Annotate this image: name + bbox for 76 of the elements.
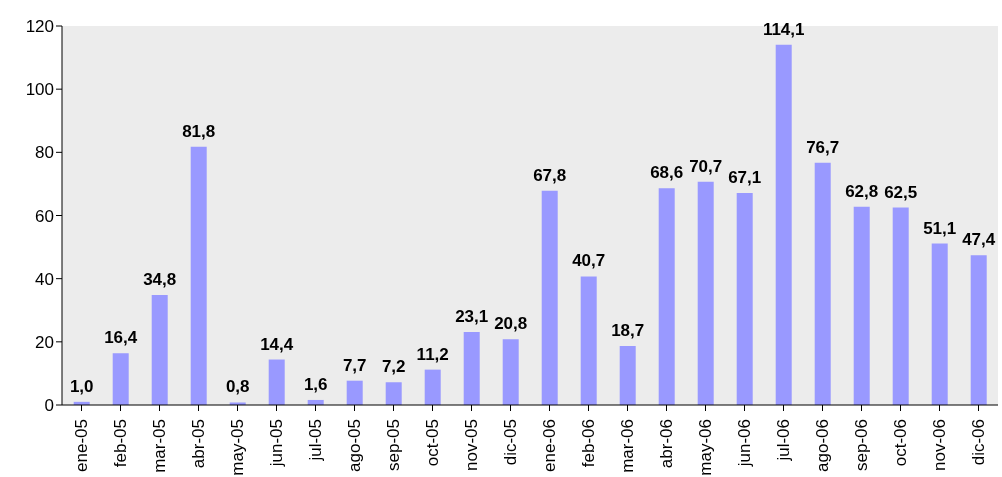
bar bbox=[268, 359, 285, 405]
bar bbox=[736, 193, 753, 405]
data-label: 40,7 bbox=[572, 251, 606, 271]
x-tick-label: jun-05 bbox=[267, 419, 286, 468]
x-tick-label: ago-05 bbox=[345, 419, 364, 472]
data-label: 7,7 bbox=[342, 355, 367, 375]
bar bbox=[853, 206, 870, 405]
bar bbox=[814, 162, 831, 405]
x-tick-label: jul-06 bbox=[774, 419, 793, 462]
x-tick-label: oct-06 bbox=[891, 419, 910, 467]
y-tick-label: 40 bbox=[35, 269, 54, 289]
bar bbox=[580, 276, 597, 405]
data-label: 7,2 bbox=[381, 357, 406, 377]
x-tick-label: oct-05 bbox=[423, 419, 442, 467]
x-tick-label: sep-06 bbox=[852, 419, 871, 471]
data-label: 51,1 bbox=[923, 218, 957, 238]
x-tick-label: may-05 bbox=[228, 419, 247, 476]
bar bbox=[346, 380, 363, 405]
bar bbox=[775, 44, 792, 405]
data-label: 47,4 bbox=[962, 230, 996, 250]
data-label: 68,6 bbox=[650, 163, 684, 183]
x-tick-label: feb-06 bbox=[579, 419, 598, 468]
data-label: 11,2 bbox=[416, 344, 449, 364]
bar bbox=[463, 332, 480, 405]
data-label: 67,1 bbox=[728, 168, 762, 188]
bar bbox=[931, 243, 948, 405]
y-tick-label: 100 bbox=[25, 80, 54, 100]
data-label: 70,7 bbox=[689, 156, 723, 176]
x-tick-label: nov-05 bbox=[462, 419, 481, 471]
x-tick-label: nov-06 bbox=[930, 419, 949, 471]
bar bbox=[619, 345, 636, 405]
x-tick-label: feb-05 bbox=[111, 419, 130, 468]
x-tick-label: jul-05 bbox=[306, 419, 325, 462]
data-label: 62,5 bbox=[884, 182, 918, 202]
x-tick-label: abr-06 bbox=[657, 419, 676, 469]
data-label: 114,1 bbox=[762, 19, 805, 39]
y-tick-label: 60 bbox=[35, 206, 54, 226]
data-label: 16,4 bbox=[104, 328, 138, 348]
x-tick-label: jun-06 bbox=[735, 419, 754, 468]
data-label: 62,8 bbox=[845, 181, 879, 201]
bar bbox=[112, 353, 129, 405]
data-label: 76,7 bbox=[806, 137, 840, 157]
x-tick-label: mar-05 bbox=[150, 419, 169, 473]
x-tick-label: mar-06 bbox=[618, 419, 637, 473]
bar bbox=[541, 190, 558, 405]
x-tick-label: dic-05 bbox=[501, 419, 520, 466]
x-tick-label: abr-05 bbox=[189, 419, 208, 469]
x-tick-label: ene-06 bbox=[540, 419, 559, 472]
data-label: 34,8 bbox=[143, 270, 177, 290]
bar bbox=[190, 146, 207, 405]
bar bbox=[658, 188, 675, 405]
data-label: 0,8 bbox=[225, 377, 250, 397]
data-label: 23,1 bbox=[455, 307, 489, 327]
bar bbox=[502, 339, 519, 405]
bar bbox=[424, 369, 441, 405]
data-label: 81,8 bbox=[182, 121, 216, 141]
bar bbox=[151, 295, 168, 405]
y-tick-label: 0 bbox=[44, 396, 54, 416]
y-tick-label: 120 bbox=[25, 17, 54, 37]
data-label: 20,8 bbox=[494, 314, 528, 334]
x-tick-label: ene-05 bbox=[72, 419, 91, 472]
bar bbox=[970, 255, 987, 405]
bar bbox=[385, 382, 402, 405]
bar bbox=[892, 207, 909, 405]
x-tick-label: sep-05 bbox=[384, 419, 403, 471]
bar bbox=[697, 181, 714, 405]
data-label: 67,8 bbox=[533, 165, 567, 185]
data-label: 18,7 bbox=[611, 320, 645, 340]
data-label: 1,0 bbox=[69, 376, 94, 396]
x-tick-label: ago-06 bbox=[813, 419, 832, 472]
data-label: 14,4 bbox=[260, 334, 294, 354]
data-label: 1,6 bbox=[303, 374, 328, 394]
x-tick-label: may-06 bbox=[696, 419, 715, 476]
y-tick-label: 80 bbox=[35, 143, 54, 163]
y-tick-label: 20 bbox=[35, 332, 54, 352]
x-tick-label: dic-06 bbox=[969, 419, 988, 466]
